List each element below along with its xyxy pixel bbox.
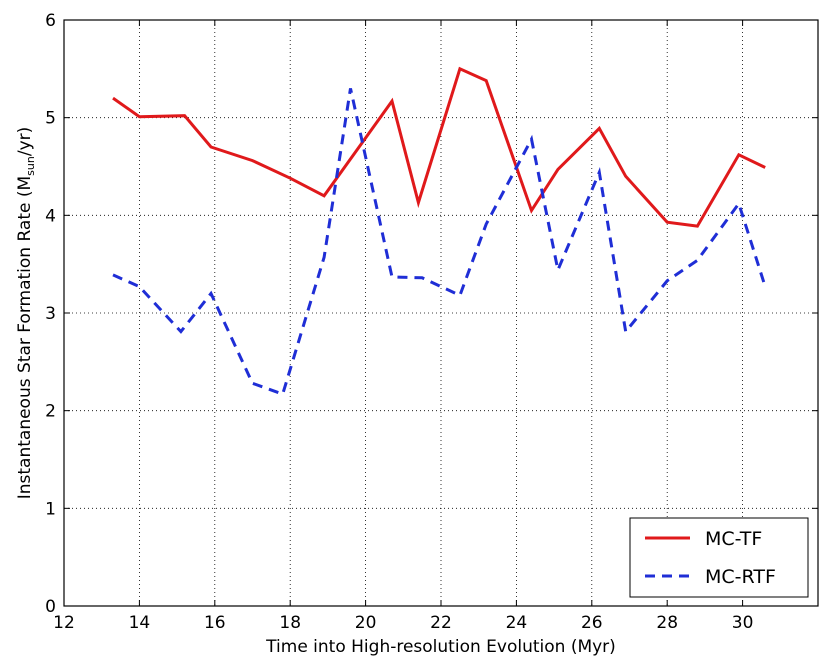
y-axis-label-unit: (M xyxy=(15,176,35,197)
y-tick-label: 6 xyxy=(45,11,56,31)
x-tick-label: 22 xyxy=(430,613,452,633)
legend-box xyxy=(629,517,809,598)
x-tick-label: 24 xyxy=(506,613,528,633)
y-tick-label: 1 xyxy=(45,499,56,519)
y-tick-label: 4 xyxy=(45,206,56,226)
y-axis-label-unit-tail: /yr) xyxy=(15,127,35,156)
x-tick-label: 30 xyxy=(732,613,754,633)
x-tick-label: 18 xyxy=(279,613,301,633)
y-axis-label-unit-sub: sun xyxy=(24,156,37,176)
grid xyxy=(64,20,818,606)
legend: MC-TF MC-RTF xyxy=(629,517,809,598)
series-line-mc-rtf xyxy=(112,88,767,397)
y-tick-label: 2 xyxy=(45,402,56,422)
y-axis-label: Instantaneous Star Formation Rate (Msun/… xyxy=(15,127,37,500)
x-tick-label: 12 xyxy=(53,613,75,633)
x-tick-label: 26 xyxy=(581,613,603,633)
y-tick-label: 0 xyxy=(45,597,56,617)
y-tick-label: 5 xyxy=(45,109,56,129)
legend-label-mc-rtf: MC-RTF xyxy=(705,566,776,588)
x-axis-label: Time into High-resolution Evolution (Myr… xyxy=(265,637,616,657)
x-tick-label: 20 xyxy=(355,613,377,633)
series-line-mc-tf xyxy=(112,66,766,228)
y-tick-label: 3 xyxy=(45,304,56,324)
legend-label-mc-tf: MC-TF xyxy=(705,528,762,550)
series-layer xyxy=(112,66,767,397)
x-tick-label: 16 xyxy=(204,613,226,633)
x-tick-label: 28 xyxy=(656,613,678,633)
y-axis-label-main: Instantaneous Star Formation Rate xyxy=(15,203,35,500)
x-tick-label: 14 xyxy=(129,613,151,633)
